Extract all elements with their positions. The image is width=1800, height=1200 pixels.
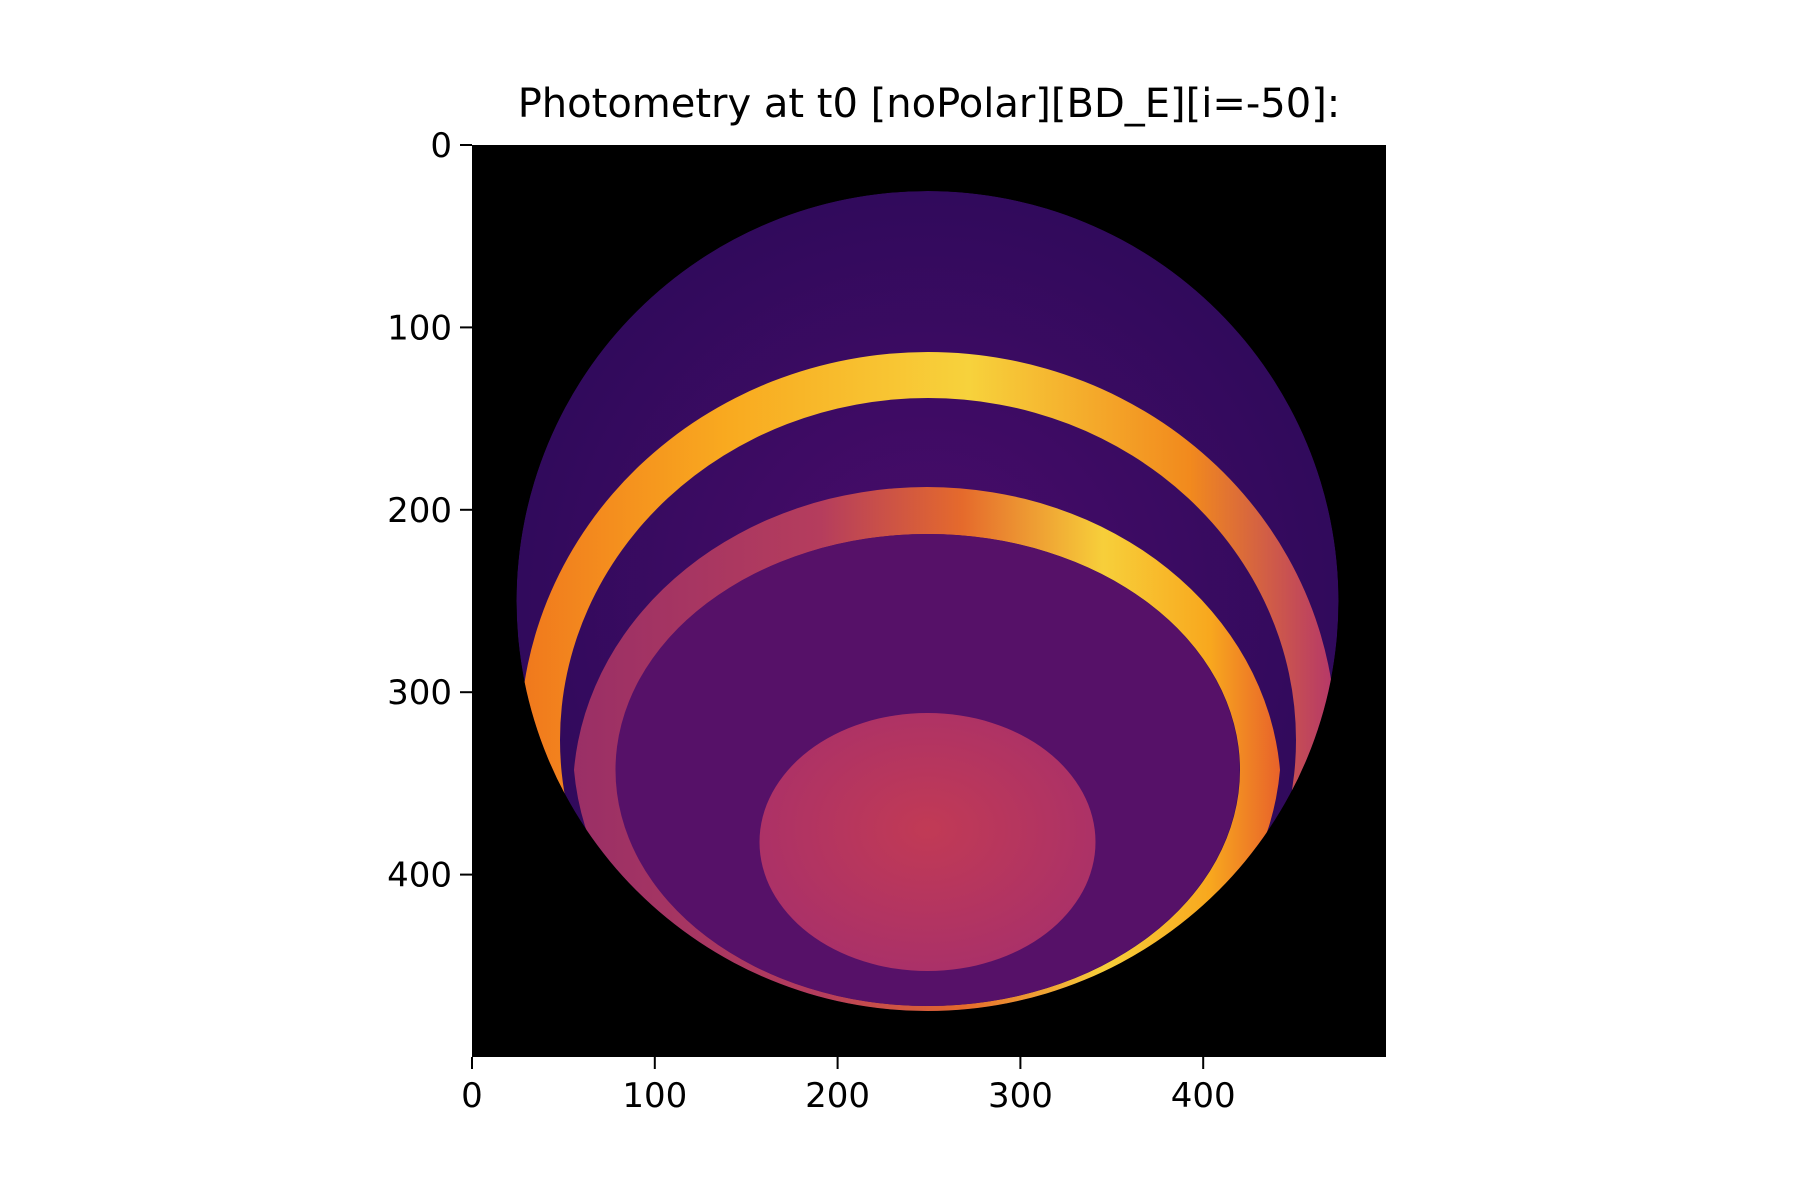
y-tick-label: 400	[387, 856, 452, 896]
x-tick-label: 200	[805, 1076, 870, 1116]
y-tick-label: 200	[387, 491, 452, 531]
chart-title: Photometry at t0 [noPolar][BD_E][i=-50]:	[518, 81, 1341, 127]
x-axis: 0 100 200 300 400	[461, 1057, 1236, 1116]
central-spot	[759, 713, 1096, 971]
x-tick-label: 100	[622, 1076, 687, 1116]
x-tick-label: 300	[988, 1076, 1053, 1116]
y-tick-label: 300	[387, 673, 452, 713]
plot-area	[472, 145, 1386, 1057]
star-disk-image	[516, 191, 1339, 1011]
y-tick-label: 100	[387, 308, 452, 348]
y-tick-label: 0	[430, 126, 452, 166]
y-axis: 0 100 200 300 400	[387, 126, 472, 896]
x-tick-label: 400	[1171, 1076, 1236, 1116]
x-tick-label: 0	[461, 1076, 483, 1116]
